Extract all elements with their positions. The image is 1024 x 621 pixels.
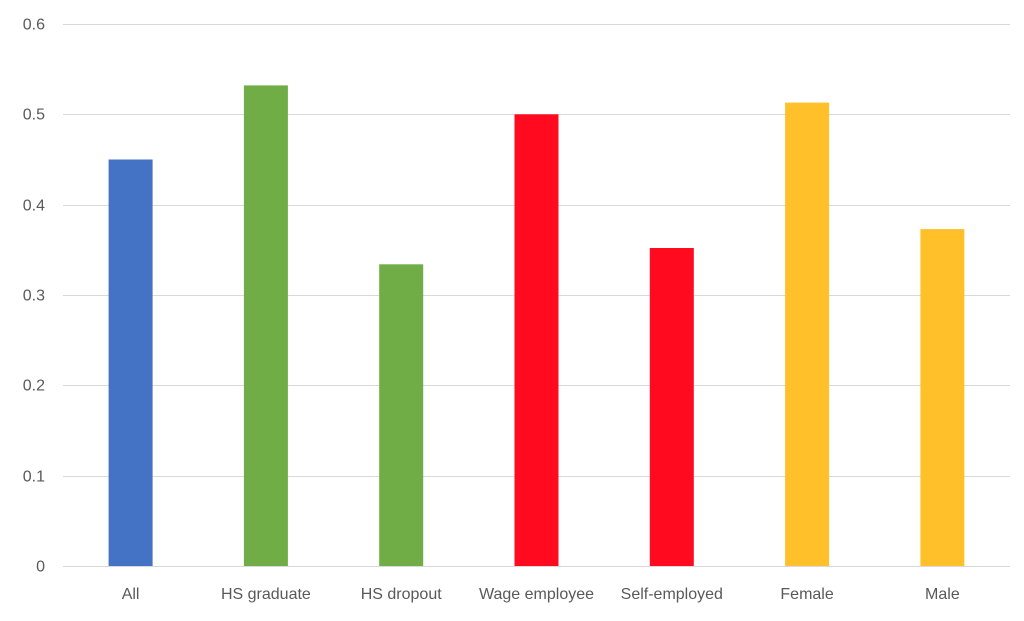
bar-hs-graduate: [243, 85, 288, 567]
bar-wage-employee: [514, 114, 559, 567]
y-tick-label: 0: [36, 559, 45, 576]
bar-hs-dropout: [379, 264, 424, 566]
x-axis-tick-labels: All HS graduate HS dropout Wage employee Sel…: [122, 586, 960, 603]
y-tick-label: 0.1: [23, 469, 45, 486]
y-tick-label: 0.6: [23, 17, 45, 34]
x-tick-label: Self-employed: [621, 586, 723, 603]
bar-all: [108, 159, 153, 566]
x-tick-label: HS graduate: [221, 586, 311, 603]
bar-male: [920, 229, 965, 566]
y-tick-label: 0.2: [23, 378, 45, 395]
y-tick-label: 0.3: [23, 288, 45, 305]
y-axis-tick-labels: 0 0.1 0.2 0.3 0.4 0.5 0.6: [23, 17, 45, 576]
bar-female: [785, 102, 830, 566]
x-tick-label: Female: [780, 586, 833, 603]
x-tick-label: Wage employee: [479, 586, 594, 603]
bar-self-employed: [649, 248, 694, 566]
x-tick-label: All: [122, 586, 140, 603]
y-tick-label: 0.5: [23, 107, 45, 124]
y-tick-label: 0.4: [23, 198, 45, 215]
bars: [108, 85, 965, 567]
x-tick-label: Male: [925, 586, 960, 603]
x-tick-label: HS dropout: [361, 586, 442, 603]
